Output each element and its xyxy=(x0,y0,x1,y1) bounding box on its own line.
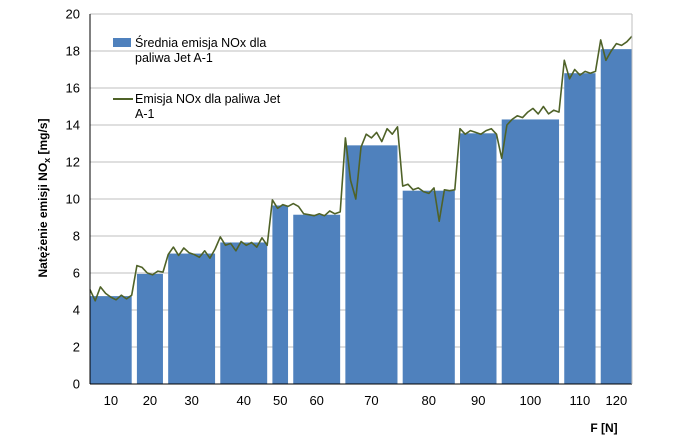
y-tick-label: 10 xyxy=(66,192,80,207)
axes xyxy=(89,14,633,385)
bar xyxy=(293,214,341,384)
y-tick-label: 12 xyxy=(66,155,80,170)
y-tick-label: 6 xyxy=(73,266,80,281)
bar xyxy=(136,273,163,384)
x-tick-label: 110 xyxy=(570,393,591,408)
bar xyxy=(501,119,560,384)
x-tick-label: 10 xyxy=(104,393,118,408)
bar xyxy=(600,49,632,385)
x-tick-label: 100 xyxy=(520,393,542,408)
bar xyxy=(90,296,132,384)
bar-series xyxy=(90,49,632,385)
bar xyxy=(460,133,497,384)
bar xyxy=(220,242,268,384)
line-series-path xyxy=(89,35,633,302)
bar xyxy=(345,145,398,384)
x-tick-label: 70 xyxy=(364,393,378,408)
x-tick-label: 120 xyxy=(606,393,628,408)
bar xyxy=(564,73,596,384)
y-tick-label: 0 xyxy=(73,377,80,392)
bar xyxy=(402,190,455,384)
x-tick-labels: 10 20 30 40 50 60 70 80 90 100 110 120 xyxy=(104,393,628,408)
y-tick-label: 4 xyxy=(73,303,80,318)
legend-line-label-line2: A-1 xyxy=(135,107,155,121)
line-series xyxy=(89,35,633,302)
x-tick-label: 80 xyxy=(422,393,436,408)
y-tick-label: 14 xyxy=(66,118,80,133)
legend: Średnia emisja NOx dla paliwa Jet A-1 Em… xyxy=(113,35,281,121)
x-tick-label: 30 xyxy=(184,393,198,408)
y-axis-title: Natężenie emisji NOx [mg/s] xyxy=(36,118,52,277)
legend-bar-swatch xyxy=(113,38,131,47)
y-tick-label: 16 xyxy=(66,81,80,96)
x-tick-label: 50 xyxy=(273,393,287,408)
y-axis-title-subscript: x xyxy=(42,158,52,163)
y-tick-label: 20 xyxy=(66,7,80,22)
bar xyxy=(272,205,289,384)
x-tick-label: 90 xyxy=(471,393,485,408)
x-tick-label: 40 xyxy=(237,393,251,408)
legend-line-label-line1: Emisja NOx dla paliwa Jet xyxy=(135,92,281,106)
y-tick-labels: 0 2 4 6 8 10 12 14 16 18 20 xyxy=(66,7,80,392)
y-tick-label: 8 xyxy=(73,229,80,244)
bar xyxy=(168,253,216,384)
y-tick-label: 18 xyxy=(66,44,80,59)
x-tick-label: 60 xyxy=(309,393,323,408)
x-tick-label: 20 xyxy=(143,393,157,408)
x-axis-title: F [N] xyxy=(590,421,617,435)
y-axis-title-unit: [mg/s] xyxy=(36,118,50,157)
legend-bar-label-line1: Średnia emisja NOx dla xyxy=(135,35,266,50)
y-tick-label: 2 xyxy=(73,340,80,355)
legend-bar-label-line2: paliwa Jet A-1 xyxy=(135,51,213,65)
